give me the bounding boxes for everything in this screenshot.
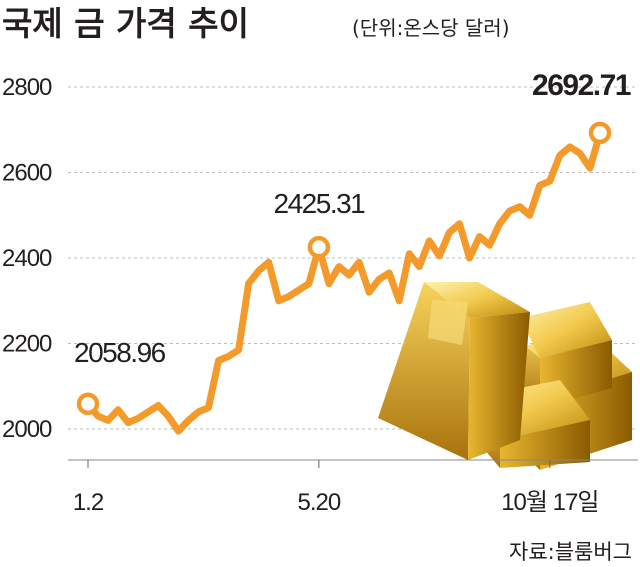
annotation-label: 2425.31 [274,188,366,219]
gold-bars-icon [378,282,632,470]
y-tick-label: 2000 [2,416,52,443]
y-tick-label: 2800 [2,74,52,101]
annotation-marker [588,121,612,145]
y-tick-label: 2200 [2,331,52,358]
annotation-marker [307,235,331,259]
x-axis: 1.2 5.20 10월 17일 [68,459,638,516]
y-axis-ticks: 2000 2200 2400 2600 2800 [2,74,53,443]
chart-title: 국제 금 가격 추이 [2,4,249,43]
y-tick-label: 2400 [2,245,52,272]
annotation-label: 2058.96 [74,337,166,368]
series-line [84,129,604,435]
series-line-group [84,129,604,435]
unit-label: (단위:온스당 달러) [352,16,510,40]
data-annotations: 2058.96 2425.31 2692.71 [74,69,632,416]
annotation-marker [76,392,100,416]
source-label: 자료:블룸버그 [509,540,632,564]
y-tick-label: 2600 [2,160,52,187]
annotation-label: 2692.71 [532,69,631,102]
x-tick-label: 5.20 [298,489,341,516]
x-tick-label: 1.2 [73,489,104,516]
x-tick-label: 10월 17일 [501,489,598,516]
